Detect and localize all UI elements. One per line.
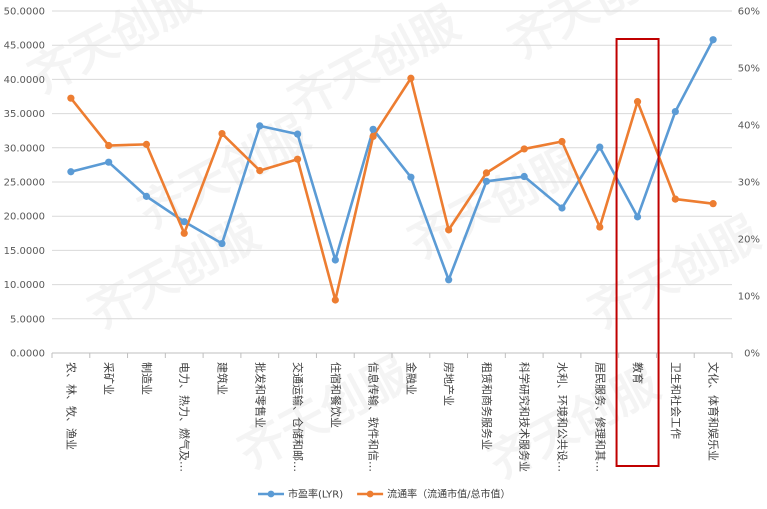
left-tick-label: 35.0000 (4, 109, 45, 120)
data-point-0 (558, 204, 566, 212)
category-label: 租赁和商务服务业 (480, 362, 494, 450)
data-point-0 (218, 239, 226, 248)
left-tick-label: 10.0000 (4, 280, 45, 291)
legend-label-1: 流通率（流通市值/总市值） (387, 488, 510, 501)
data-point-0 (180, 218, 188, 226)
category-label: 住宿和餐饮业 (329, 362, 343, 428)
category-axis: 农、林、牧、渔业 采矿业 制造业 电力、热力、燃气及… 建筑业 批发和零售业 交通运输、仓储… (51, 353, 733, 472)
watermark-text: 齐天创服 (400, 136, 588, 270)
data-point-1 (331, 296, 339, 304)
left-tick-label: 0.0000 (10, 349, 45, 360)
left-tick-label: 45.0000 (4, 41, 45, 52)
category-label: 卫生和社会工作 (669, 362, 683, 439)
category-label: 建筑业 (216, 362, 230, 395)
data-point-0 (105, 158, 113, 166)
data-point-0 (596, 143, 604, 151)
data-point-1 (709, 200, 717, 208)
right-axis: 0% 10% 20% 30% 40% 50% 60% (738, 7, 760, 360)
category-label: 文化、体育和娱乐业 (707, 362, 721, 461)
left-tick-label: 50.0000 (4, 7, 45, 18)
left-tick-label: 40.0000 (4, 75, 45, 86)
watermark-text: 齐天创服 (580, 206, 767, 340)
data-point-1 (369, 132, 377, 140)
right-tick-label: 0% (744, 349, 760, 360)
right-tick-label: 10% (738, 292, 760, 303)
data-point-1 (482, 169, 491, 177)
legend-label-0: 市盈率(LYR) (288, 488, 343, 501)
category-label: 水利、环境和公共设… (556, 362, 570, 472)
data-point-0 (445, 276, 453, 284)
data-point-1 (180, 229, 188, 237)
data-point-0 (331, 256, 339, 264)
data-point-0 (67, 168, 75, 176)
data-point-0 (293, 130, 302, 138)
right-tick-label: 40% (738, 121, 760, 132)
data-point-0 (407, 173, 415, 181)
data-point-1 (558, 137, 566, 146)
right-tick-label: 50% (738, 64, 760, 75)
left-tick-label: 25.0000 (4, 178, 45, 189)
data-point-1 (256, 167, 264, 175)
data-point-1 (105, 141, 113, 150)
category-label: 批发和零售业 (253, 362, 267, 428)
data-point-1 (142, 140, 151, 148)
category-label: 房地产业 (442, 362, 456, 406)
legend-marker-1 (366, 490, 374, 498)
category-label: 信息传输、软件和信… (367, 362, 381, 472)
data-point-1 (520, 145, 528, 153)
left-axis: 0.0000 5.0000 10.0000 15.0000 20.0000 25.0000… (4, 7, 45, 360)
left-tick-label: 15.0000 (4, 246, 45, 257)
right-tick-label: 20% (738, 235, 760, 246)
series-lines (69, 39, 715, 302)
left-tick-label: 5.0000 (10, 314, 45, 325)
right-tick-label: 30% (738, 178, 760, 189)
watermark-layer: 齐天创服齐天创服齐天创服齐天创服齐天创服齐天创服齐天创服齐天创服齐天创服 (20, 0, 767, 490)
category-label: 电力、热力、燃气及… (178, 362, 192, 472)
category-label: 居民服务、修理和其… (593, 362, 607, 472)
data-point-1 (445, 226, 453, 234)
category-label: 制造业 (140, 362, 154, 395)
category-label: 采矿业 (102, 362, 115, 395)
left-tick-label: 30.0000 (4, 143, 45, 154)
data-point-0 (709, 36, 717, 44)
category-label: 农、林、牧、渔业 (64, 362, 78, 450)
data-point-0 (520, 172, 528, 181)
highlight-box (615, 38, 660, 467)
data-point-0 (671, 107, 679, 116)
category-label: 教育 (631, 362, 645, 384)
left-tick-label: 20.0000 (4, 212, 45, 223)
data-point-0 (633, 213, 642, 221)
series-line-1 (69, 76, 714, 302)
category-label: 交通运输、仓储和邮… (291, 362, 305, 472)
category-label: 科学研究和技术服务业 (518, 362, 532, 472)
legend: 市盈率(LYR) 流通率（流通市值/总市值） (258, 488, 510, 501)
highlight-layer (615, 38, 660, 467)
legend-marker-0 (267, 490, 275, 498)
data-point-1 (633, 98, 642, 106)
watermark-text: 齐天创服 (280, 0, 468, 130)
data-point-1 (67, 94, 75, 102)
data-point-0 (256, 122, 264, 130)
watermark-text: 齐天创服 (20, 0, 208, 105)
series-points (67, 36, 717, 304)
data-point-0 (369, 125, 377, 133)
data-point-0 (142, 192, 151, 200)
gridlines (52, 10, 732, 354)
category-label: 金融业 (404, 362, 418, 395)
data-point-1 (596, 223, 604, 231)
data-point-1 (293, 155, 302, 163)
right-tick-label: 60% (738, 7, 760, 18)
data-point-0 (482, 177, 491, 185)
data-point-1 (218, 129, 226, 138)
data-point-1 (407, 74, 415, 82)
data-point-1 (671, 195, 679, 203)
